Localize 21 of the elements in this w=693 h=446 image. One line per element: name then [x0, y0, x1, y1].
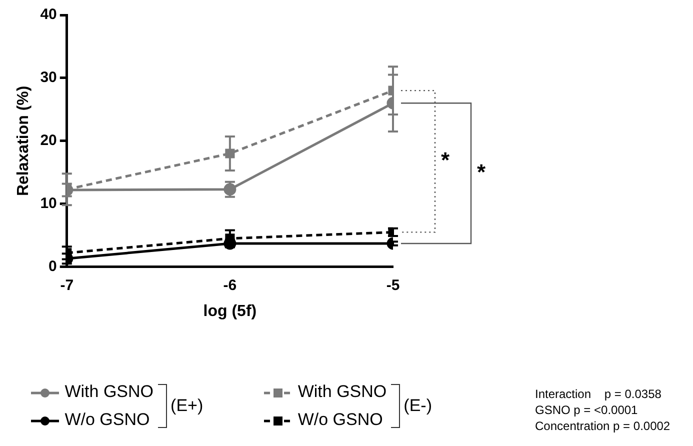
- y-tick-label: 40: [40, 6, 57, 24]
- text: Interaction p = 0.0358: [535, 386, 662, 402]
- legend-label: W/o GSNO: [298, 410, 383, 429]
- x-tick-label: -5: [386, 276, 400, 294]
- y-tick-label: 30: [40, 69, 57, 86]
- legend-label: With GSNO: [64, 382, 154, 401]
- x-tick-label: -6: [223, 276, 237, 294]
- text: (E+): [170, 396, 204, 416]
- legend-label: W/o GSNO: [64, 410, 150, 429]
- text: *: [477, 159, 486, 184]
- y-tick-label: 10: [40, 194, 57, 212]
- legend-label: With GSNO: [298, 382, 387, 401]
- text: GSNO p = <0.0001: [535, 402, 639, 418]
- y-axis-title: Relaxation (%): [15, 86, 32, 196]
- x-axis-title: log (5f): [203, 302, 257, 320]
- text: Concentration p = 0.0002: [535, 418, 670, 434]
- y-tick-label: 20: [40, 132, 57, 150]
- y-tick-label: 0: [48, 258, 57, 275]
- text: (E-): [404, 396, 432, 416]
- text: *: [441, 147, 450, 172]
- x-tick-label: -7: [60, 276, 74, 294]
